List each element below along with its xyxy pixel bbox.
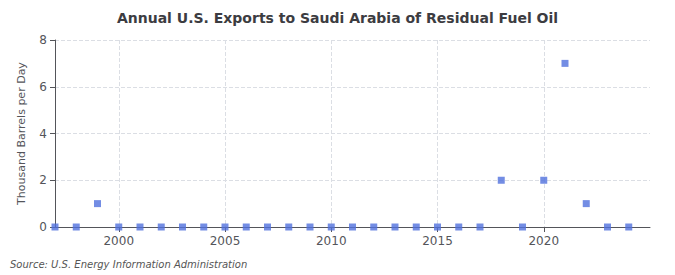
svg-text:Annual U.S. Exports to Saudi A: Annual U.S. Exports to Saudi Arabia of R… xyxy=(117,10,558,26)
svg-text:2020: 2020 xyxy=(528,234,559,248)
svg-text:8: 8 xyxy=(39,33,47,47)
svg-text:4: 4 xyxy=(39,127,47,141)
svg-text:6: 6 xyxy=(39,80,47,94)
svg-text:2015: 2015 xyxy=(422,234,453,248)
svg-text:2000: 2000 xyxy=(103,234,134,248)
svg-text:2010: 2010 xyxy=(316,234,347,248)
svg-text:Thousand Barrels per Day: Thousand Barrels per Day xyxy=(15,62,28,206)
svg-text:0: 0 xyxy=(39,220,47,234)
svg-text:2005: 2005 xyxy=(210,234,241,248)
svg-text:2: 2 xyxy=(39,173,47,187)
svg-text:Source: U.S. Energy Informatio: Source: U.S. Energy Information Administ… xyxy=(10,259,247,270)
